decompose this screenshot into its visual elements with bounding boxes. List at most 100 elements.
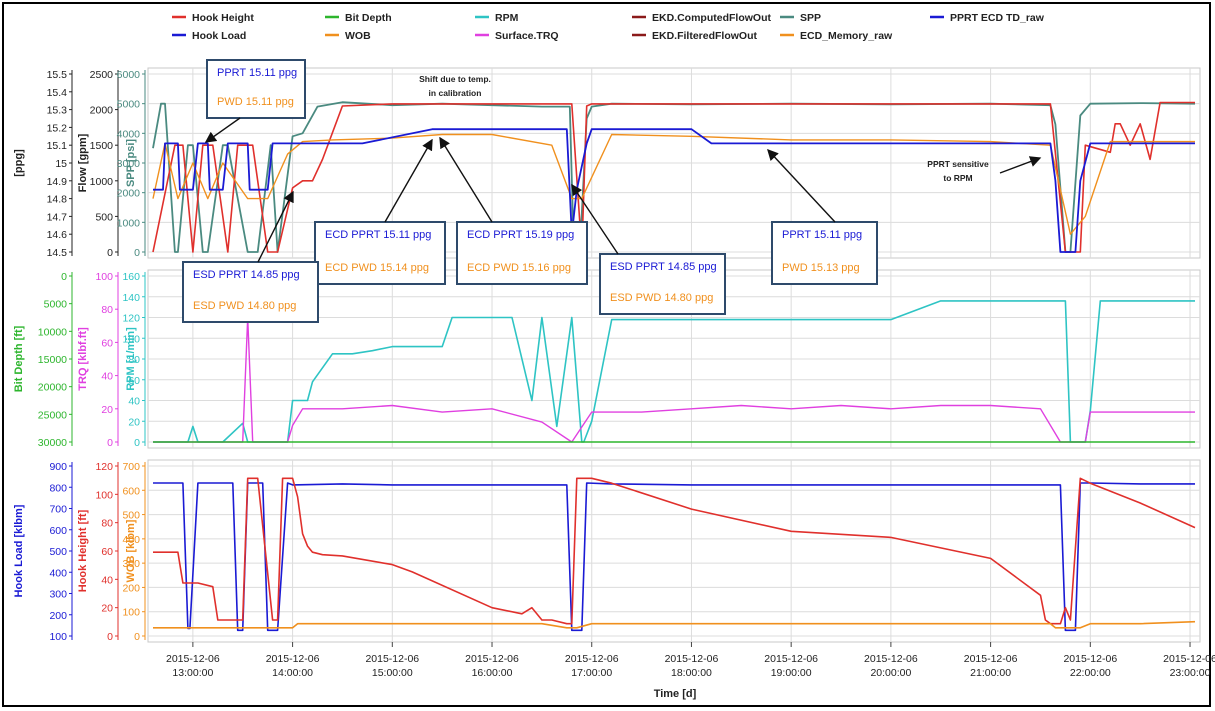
axis-tick-label: 20 — [101, 603, 113, 615]
axis-tick-label: 300 — [122, 558, 140, 570]
series-hook-load — [153, 482, 1195, 632]
axis-title: [ppg] — [13, 149, 25, 177]
x-axis-title: Time [d] — [654, 688, 697, 700]
note-line-2: to RPM — [943, 173, 972, 183]
annotation-box — [771, 221, 878, 285]
x-tick-label-date: 2015-12-06 — [665, 653, 719, 665]
x-tick-label-date: 2015-12-06 — [764, 653, 818, 665]
axis-tick-label: 1500 — [90, 140, 114, 152]
annotation-box — [456, 221, 588, 285]
annotation-line-2: PWD 15.11 ppg — [217, 96, 294, 108]
x-tick-label-date: 2015-12-06 — [565, 653, 619, 665]
annotation-line-1: ECD PPRT 15.11 ppg — [325, 229, 431, 241]
x-tick-label-date: 2015-12-06 — [1163, 653, 1215, 665]
axis-tick-label: 14.7 — [47, 211, 68, 223]
axis-tick-label: 15.1 — [47, 140, 68, 152]
axis-tick-label: 15.3 — [47, 105, 68, 117]
axis-tick-label: 5000 — [117, 99, 141, 111]
axis-tick-label: 100 — [95, 271, 113, 283]
series-wob — [153, 620, 1196, 629]
annotation-box — [599, 253, 726, 315]
annotation-arrow — [257, 190, 294, 263]
axis-tick-label: 600 — [122, 485, 140, 497]
note-line-2: in calibration — [429, 88, 482, 98]
axis-tick-label: 200 — [49, 610, 67, 622]
x-tick-label-time: 14:00:00 — [272, 667, 313, 679]
annotation-box — [314, 221, 446, 285]
axis-tick-label: 60 — [128, 375, 140, 387]
axis-tick-label: 4000 — [117, 128, 141, 140]
legend-label-5: PPRT ECD TD_raw — [950, 12, 1045, 24]
axis-tick-label: 2000 — [117, 188, 141, 200]
annotation-arrow — [767, 148, 836, 223]
axis-tick-label: 60 — [101, 546, 113, 558]
axis-tick-label: 100 — [95, 489, 113, 501]
axis-tick-label: 1000 — [117, 217, 141, 229]
axis-tick-label: 500 — [122, 510, 140, 522]
x-tick-label-date: 2015-12-06 — [864, 653, 918, 665]
annotation-box — [182, 261, 319, 323]
axis-tick-label: 0 — [134, 247, 140, 259]
legend-label-0: Hook Height — [192, 12, 254, 24]
axis-tick-label: 500 — [49, 546, 67, 558]
axis-tick-label: 14.8 — [47, 194, 68, 206]
annotation-line-1: PPRT 15.11 ppg — [217, 67, 297, 79]
axis-title: TRQ [klbf.ft] — [77, 327, 89, 391]
axis-tick-label: 600 — [49, 525, 67, 537]
axis-tick-label: 0 — [134, 631, 140, 643]
axis-tick-label: 80 — [101, 518, 113, 530]
axis-tick-label: 25000 — [38, 409, 67, 421]
legend-label-9: EKD.FilteredFlowOut — [652, 30, 758, 42]
x-tick-label-time: 18:00:00 — [671, 667, 712, 679]
annotation-arrow — [384, 138, 433, 223]
axis-tick-label: 60 — [101, 337, 113, 349]
x-tick-label-date: 2015-12-06 — [964, 653, 1018, 665]
axis-tick-label: 300 — [49, 589, 67, 601]
annotation-line-2: PWD 15.13 ppg — [782, 262, 860, 274]
axis-tick-label: 400 — [122, 534, 140, 546]
axis-tick-label: 3000 — [117, 158, 141, 170]
axis-tick-label: 120 — [122, 313, 140, 325]
annotation-line-1: ESD PPRT 14.85 ppg — [610, 261, 717, 273]
axis-tick-label: 14.6 — [47, 229, 68, 241]
annotation-line-2: ESD PWD 14.80 ppg — [610, 292, 713, 304]
axis-tick-label: 700 — [122, 461, 140, 473]
axis-tick-label: 400 — [49, 567, 67, 579]
note-line-1: PPRT sensitive — [927, 159, 989, 169]
axis-tick-label: 15000 — [38, 354, 67, 366]
axis-title: Hook Height [ft] — [77, 509, 89, 592]
x-tick-label-time: 15:00:00 — [372, 667, 413, 679]
legend-label-6: Hook Load — [192, 30, 246, 42]
axis-tick-label: 5000 — [44, 299, 68, 311]
x-tick-label-date: 2015-12-06 — [166, 653, 220, 665]
annotation-box — [206, 59, 306, 119]
axis-tick-label: 15.4 — [47, 87, 68, 99]
axis-title: Flow [gpm] — [77, 133, 89, 192]
axis-tick-label: 10000 — [38, 326, 67, 338]
axis-tick-label: 0 — [134, 437, 140, 449]
axis-tick-label: 900 — [49, 461, 67, 473]
annotation-arrow — [439, 136, 493, 223]
axis-tick-label: 80 — [128, 354, 140, 366]
x-tick-label-time: 20:00:00 — [870, 667, 911, 679]
axis-tick-label: 0 — [107, 437, 113, 449]
x-tick-label-date: 2015-12-06 — [1063, 653, 1117, 665]
axis-title: Hook Load [klbm] — [13, 504, 25, 597]
x-tick-label-time: 22:00:00 — [1070, 667, 1111, 679]
axis-title: SPP [psi] — [125, 139, 137, 187]
axis-tick-label: 20 — [128, 416, 140, 428]
axis-tick-label: 15.2 — [47, 122, 68, 134]
axis-tick-label: 100 — [49, 631, 67, 643]
axis-tick-label: 80 — [101, 304, 113, 316]
axis-title: WOB [klbm] — [125, 519, 137, 582]
x-tick-label-time: 23:00:00 — [1170, 667, 1211, 679]
legend-label-8: Surface.TRQ — [495, 30, 559, 42]
axis-tick-label: 40 — [128, 396, 140, 408]
axis-tick-label: 15 — [55, 158, 67, 170]
annotation-arrow — [571, 183, 619, 255]
axis-tick-label: 2500 — [90, 69, 114, 81]
series-hook-height — [153, 477, 1196, 625]
x-tick-label-time: 13:00:00 — [172, 667, 213, 679]
axis-tick-label: 700 — [49, 504, 67, 516]
